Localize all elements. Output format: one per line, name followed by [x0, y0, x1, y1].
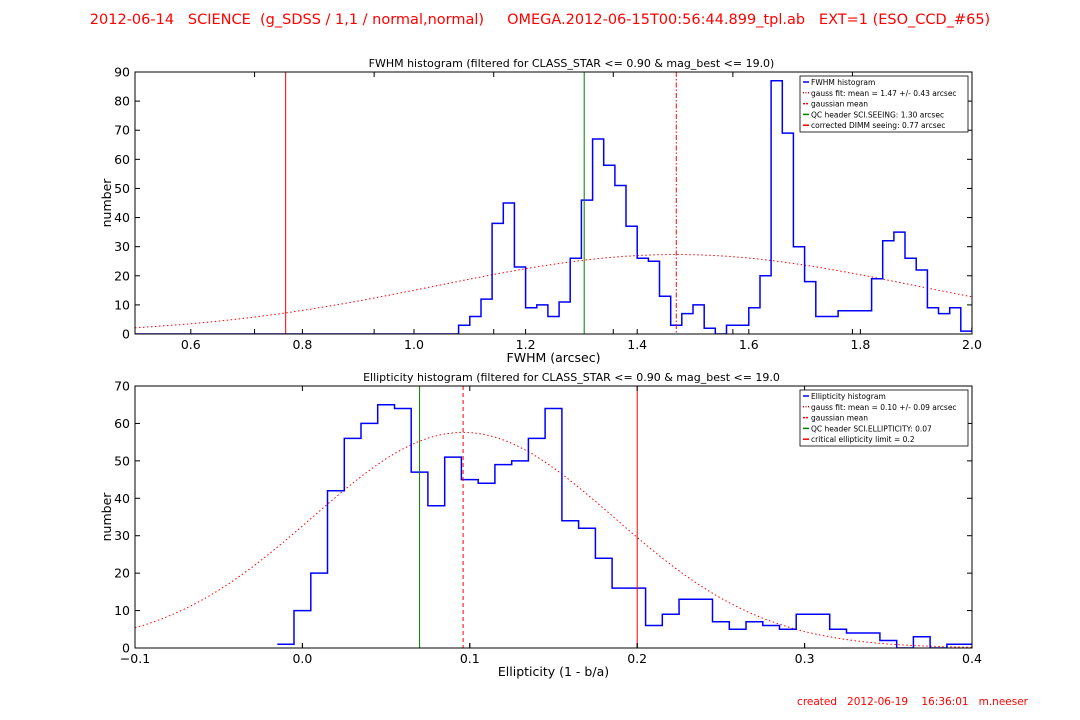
x-tick-label: 0.6	[181, 337, 201, 352]
axes-frame	[134, 385, 973, 649]
y-axis-label: number	[99, 492, 114, 542]
x-tick-label: −0.1	[120, 651, 150, 666]
legend-entry-label: FWHM histogram	[811, 78, 875, 87]
histogram-step-line	[135, 79, 972, 334]
chart-title: Ellipticity histogram (filtered for CLAS…	[363, 371, 780, 384]
x-tick-label: 1.2	[516, 337, 536, 352]
y-tick-label: 80	[114, 94, 130, 109]
x-axis-label: FWHM (arcsec)	[507, 350, 601, 365]
y-tick-label: 90	[114, 65, 130, 80]
x-tick-label: 0.4	[962, 651, 982, 666]
x-tick-label: 0.3	[795, 651, 815, 666]
legend-entry-label: critical ellipticity limit = 0.2	[811, 435, 915, 444]
report-footer-created: created 2012-06-19 16:36:01 m.neeser	[797, 696, 1028, 708]
y-tick-label: 40	[114, 491, 130, 506]
x-tick-label: 0.0	[292, 651, 312, 666]
y-tick-label: 10	[114, 603, 130, 618]
x-axis-label: Ellipticity (1 - b/a)	[498, 664, 609, 679]
legend-entry-label: gaussian mean	[811, 414, 868, 423]
x-tick-label: 1.8	[850, 337, 870, 352]
y-tick-label: 50	[114, 453, 130, 468]
y-tick-label: 70	[114, 123, 130, 138]
y-tick-label: 50	[114, 181, 130, 196]
legend-entry-label: QC header SCI.ELLIPTICITY: 0.07	[811, 424, 932, 433]
y-tick-label: 30	[114, 239, 130, 254]
legend-entry-label: gauss fit: mean = 1.47 +/- 0.43 arcsec	[811, 89, 957, 98]
legend-entry-label: Ellipticity histogram	[811, 392, 886, 401]
y-axis-label: number	[99, 178, 114, 228]
x-tick-label: 1.0	[404, 337, 424, 352]
chart-panel-2: −0.1 0.0 0.1 0.2 0.3 0.4 0 10 20 30 40 50 60 70 Ellipt…	[99, 371, 982, 679]
plot-area	[135, 72, 972, 334]
x-tick-label: 1.4	[627, 337, 647, 352]
chart-title: FWHM histogram (filtered for CLASS_STAR …	[369, 57, 775, 70]
x-tick-label: 0.2	[627, 651, 647, 666]
x-tick-label: 0.1	[460, 651, 480, 666]
x-tick-label: 1.6	[739, 337, 759, 352]
y-tick-label: 70	[114, 379, 130, 394]
y-tick-label: 30	[114, 528, 130, 543]
legend-entry-label: corrected DIMM seeing: 0.77 arcsec	[811, 121, 945, 130]
y-tick-label: 0	[122, 327, 130, 342]
histogram-step-line	[277, 403, 972, 648]
y-tick-label: 60	[114, 416, 130, 431]
legend-entry-label: QC header SCI.SEEING: 1.30 arcsec	[811, 110, 944, 119]
legend-box	[799, 389, 969, 447]
legend-box	[799, 75, 969, 133]
x-tick-label: 0.8	[292, 337, 312, 352]
chart-panel-1: 0.6 0.8 1.0 1.2 1.4 1.6 1.8 2.0 0 10 20 30 40 50 60 70 8…	[99, 57, 982, 365]
y-tick-label: 20	[114, 566, 130, 581]
y-tick-label: 40	[114, 210, 130, 225]
x-tick-label: 2.0	[962, 337, 982, 352]
plot-area	[135, 386, 972, 648]
y-tick-label: 60	[114, 152, 130, 167]
axes-frame	[134, 71, 973, 335]
y-tick-label: 10	[114, 297, 130, 312]
y-tick-label: 0	[122, 641, 130, 656]
legend: FWHM histogram gauss fit: mean = 1.47 +/-…	[799, 75, 969, 133]
gauss-fit-curve	[135, 431, 972, 648]
legend-entry-label: gauss fit: mean = 0.10 +/- 0.09 arcsec	[811, 403, 957, 412]
y-tick-label: 20	[114, 268, 130, 283]
gauss-fit-curve	[135, 254, 972, 329]
legend: Ellipticity histogram gauss fit: mean = 0…	[799, 389, 969, 447]
report-header-title: 2012-06-14 SCIENCE (g_SDSS / 1,1 / norma…	[89, 12, 991, 28]
legend-entry-label: gaussian mean	[811, 100, 868, 109]
